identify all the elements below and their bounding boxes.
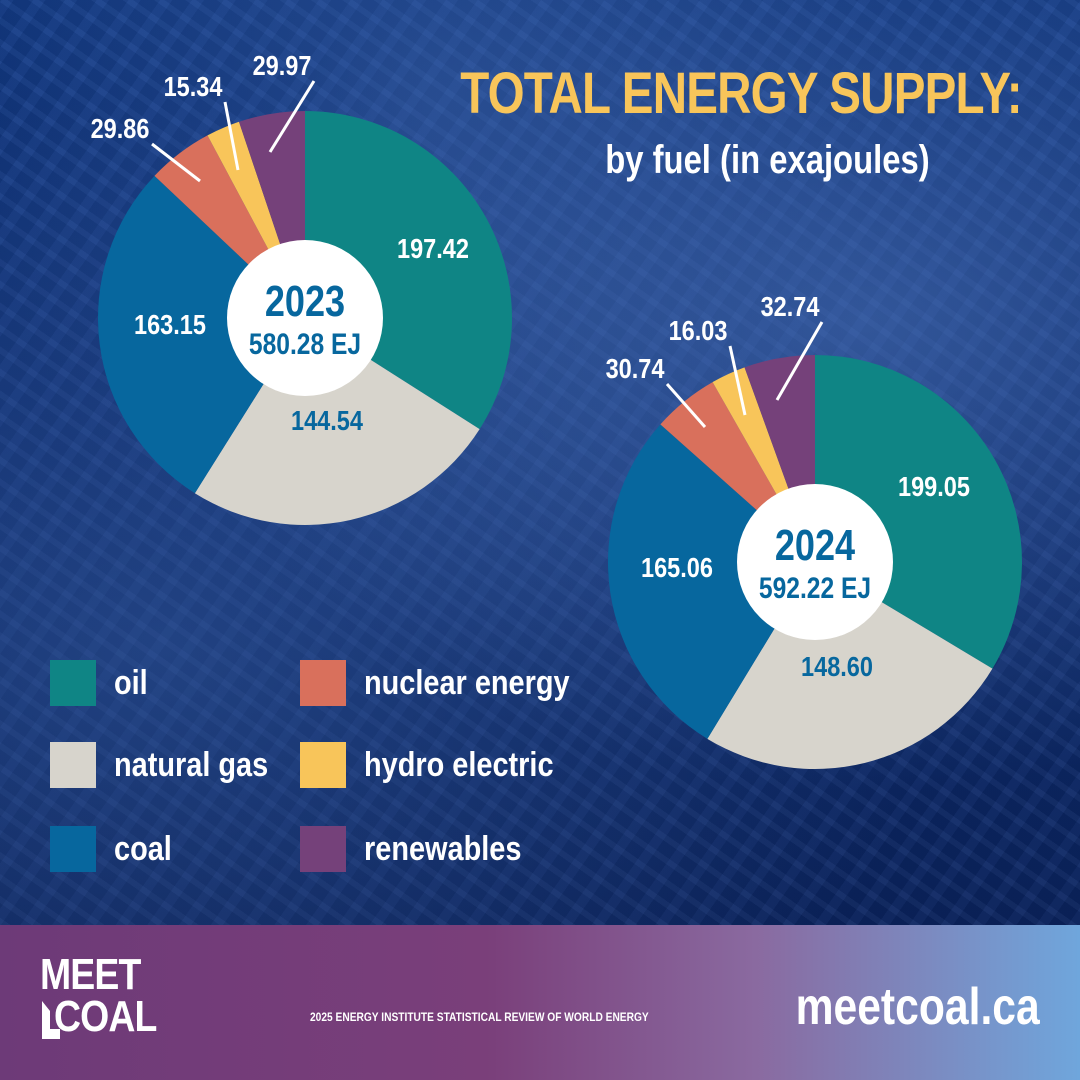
logo-line-2: COAL (54, 992, 157, 1041)
legend-item-coal: coal (50, 826, 182, 872)
data-label-oil: 199.05 (898, 472, 970, 502)
legend-swatch-oil (50, 660, 96, 706)
data-label-natural-gas: 148.60 (801, 652, 873, 682)
legend-swatch-hydro-electric (300, 742, 346, 788)
pie-slice-coal (98, 175, 306, 494)
legend-item-oil: oil (50, 660, 154, 706)
meet-coal-logo[interactable]: MEET COAL (40, 950, 160, 1055)
legend-swatch-nuclear-energy (300, 660, 346, 706)
legend: oil natural gas coal nuclear energy hydr… (50, 660, 610, 880)
legend-label: nuclear energy (364, 663, 570, 702)
legend-label: renewables (364, 829, 522, 868)
pie-total-label: 592.22 EJ (759, 571, 871, 605)
data-label-renewables: 32.74 (761, 292, 820, 322)
data-label-nuclear-energy: 30.74 (606, 354, 665, 384)
leader-line-nuclear-energy (665, 383, 707, 428)
leader-line-nuclear-energy (151, 142, 201, 183)
pie-year-label: 2023 (265, 277, 345, 326)
legend-label: oil (114, 663, 148, 702)
legend-item-renewables: renewables (300, 826, 549, 872)
pie-total-label: 580.28 EJ (249, 327, 361, 361)
legend-label: natural gas (114, 745, 269, 784)
pie-center (737, 484, 893, 640)
chart-title: TOTAL ENERGY SUPPLY: (460, 61, 1022, 126)
pie-slice-natural-gas (194, 318, 480, 525)
leader-line-renewables (775, 321, 824, 401)
legend-swatch-natural-gas (50, 742, 96, 788)
logo-line-1: MEET (40, 950, 141, 999)
data-label-nuclear-energy: 29.86 (91, 114, 150, 144)
legend-swatch-renewables (300, 826, 346, 872)
logo-mark-icon (42, 1001, 60, 1039)
legend-item-nuclear-energy: nuclear energy (300, 660, 606, 706)
legend-label: hydro electric (364, 745, 554, 784)
data-label-coal: 165.06 (641, 553, 713, 583)
leader-line-hydro-electric (728, 345, 747, 416)
pie-center (227, 240, 383, 396)
legend-item-natural-gas: natural gas (50, 742, 295, 788)
legend-item-hydro-electric: hydro electric (300, 742, 587, 788)
data-label-coal: 163.15 (134, 310, 206, 340)
data-label-hydro-electric: 16.03 (669, 316, 728, 346)
website-link[interactable]: meetcoal.ca (795, 978, 1040, 1036)
data-label-oil: 197.42 (397, 234, 469, 264)
legend-label: coal (114, 829, 172, 868)
data-label-renewables: 29.97 (253, 51, 312, 81)
footer-banner: MEET COAL 2025 ENERGY INSTITUTE STATISTI… (0, 925, 1080, 1080)
pie-year-label: 2024 (775, 521, 856, 570)
chart-subtitle: by fuel (in exajoules) (605, 138, 930, 182)
pie-slice-natural-gas (707, 562, 993, 769)
pie-slice-coal (608, 424, 815, 739)
source-citation: 2025 ENERGY INSTITUTE STATISTICAL REVIEW… (310, 1010, 649, 1024)
data-label-hydro-electric: 15.34 (164, 72, 223, 102)
data-label-natural-gas: 144.54 (291, 406, 363, 436)
legend-swatch-coal (50, 826, 96, 872)
leader-line-hydro-electric (223, 101, 240, 171)
leader-line-renewables (268, 80, 316, 153)
